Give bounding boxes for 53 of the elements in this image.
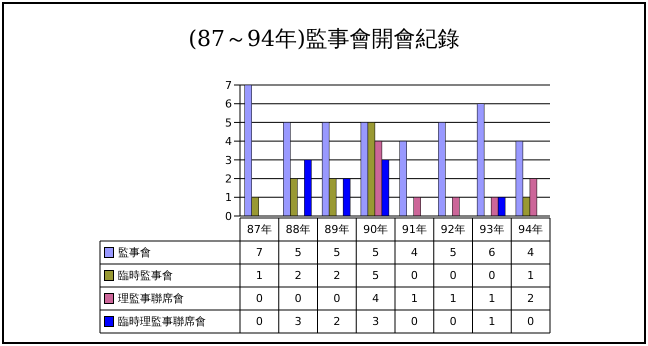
data-label: 4 [371, 291, 380, 307]
data-label: 4 [410, 245, 419, 261]
data-label: 5 [332, 245, 342, 261]
data-label: 1 [410, 291, 419, 307]
data-label: 3 [371, 314, 380, 330]
data-label: 1 [448, 291, 458, 307]
legend-label: 理監事聯席會 [118, 291, 184, 307]
data-label: 2 [294, 268, 303, 284]
data-label: 5 [371, 245, 380, 261]
legend-label: 臨時監事會 [118, 268, 173, 284]
y-tick-label: 0 [225, 210, 232, 223]
y-tick-label: 2 [225, 172, 232, 186]
data-label: 1 [254, 268, 264, 284]
data-label: 1 [487, 314, 496, 330]
x-tick-label: 91年 [400, 222, 428, 238]
data-label: 2 [526, 291, 536, 307]
y-tick-label: 1 [225, 191, 232, 204]
data-label: 0 [332, 291, 342, 307]
data-label: 4 [526, 245, 536, 261]
data-label: 5 [371, 268, 380, 284]
x-tick-label: 93年 [478, 222, 506, 238]
data-label: 2 [332, 314, 342, 330]
data-label: 5 [294, 245, 303, 261]
data-label: 0 [448, 268, 458, 284]
data-label: 0 [448, 314, 458, 330]
x-tick-label: 94年 [517, 222, 544, 238]
x-tick-label: 92年 [440, 222, 467, 238]
data-label: 0 [254, 291, 264, 307]
legend-label: 臨時理監事聯席會 [118, 314, 206, 330]
data-label: 0 [254, 314, 264, 330]
legend-label: 監事會 [118, 245, 151, 261]
data-label: 0 [487, 268, 496, 284]
data-label: 6 [487, 245, 496, 261]
y-tick-label: 6 [225, 98, 232, 111]
data-label: 1 [526, 268, 536, 284]
x-tick-label: 87年 [246, 222, 273, 238]
x-tick-label: 88年 [284, 222, 312, 238]
x-tick-label: 90年 [362, 222, 390, 238]
data-label: 0 [294, 291, 303, 307]
y-tick-label: 3 [225, 154, 232, 167]
data-label: 0 [410, 314, 419, 330]
y-tick-label: 7 [225, 78, 232, 92]
data-label: 2 [332, 268, 342, 284]
data-label: 0 [410, 268, 419, 284]
chart-title: (87～94年)監事會開會紀錄 [187, 26, 461, 54]
x-tick-label: 89年 [323, 222, 350, 238]
data-label: 1 [487, 291, 496, 307]
data-label: 0 [526, 314, 536, 330]
data-label: 3 [294, 314, 303, 330]
y-tick-label: 5 [225, 116, 232, 130]
data-label: 5 [448, 245, 458, 261]
y-tick-label: 4 [225, 135, 232, 148]
data-label: 7 [254, 245, 264, 261]
